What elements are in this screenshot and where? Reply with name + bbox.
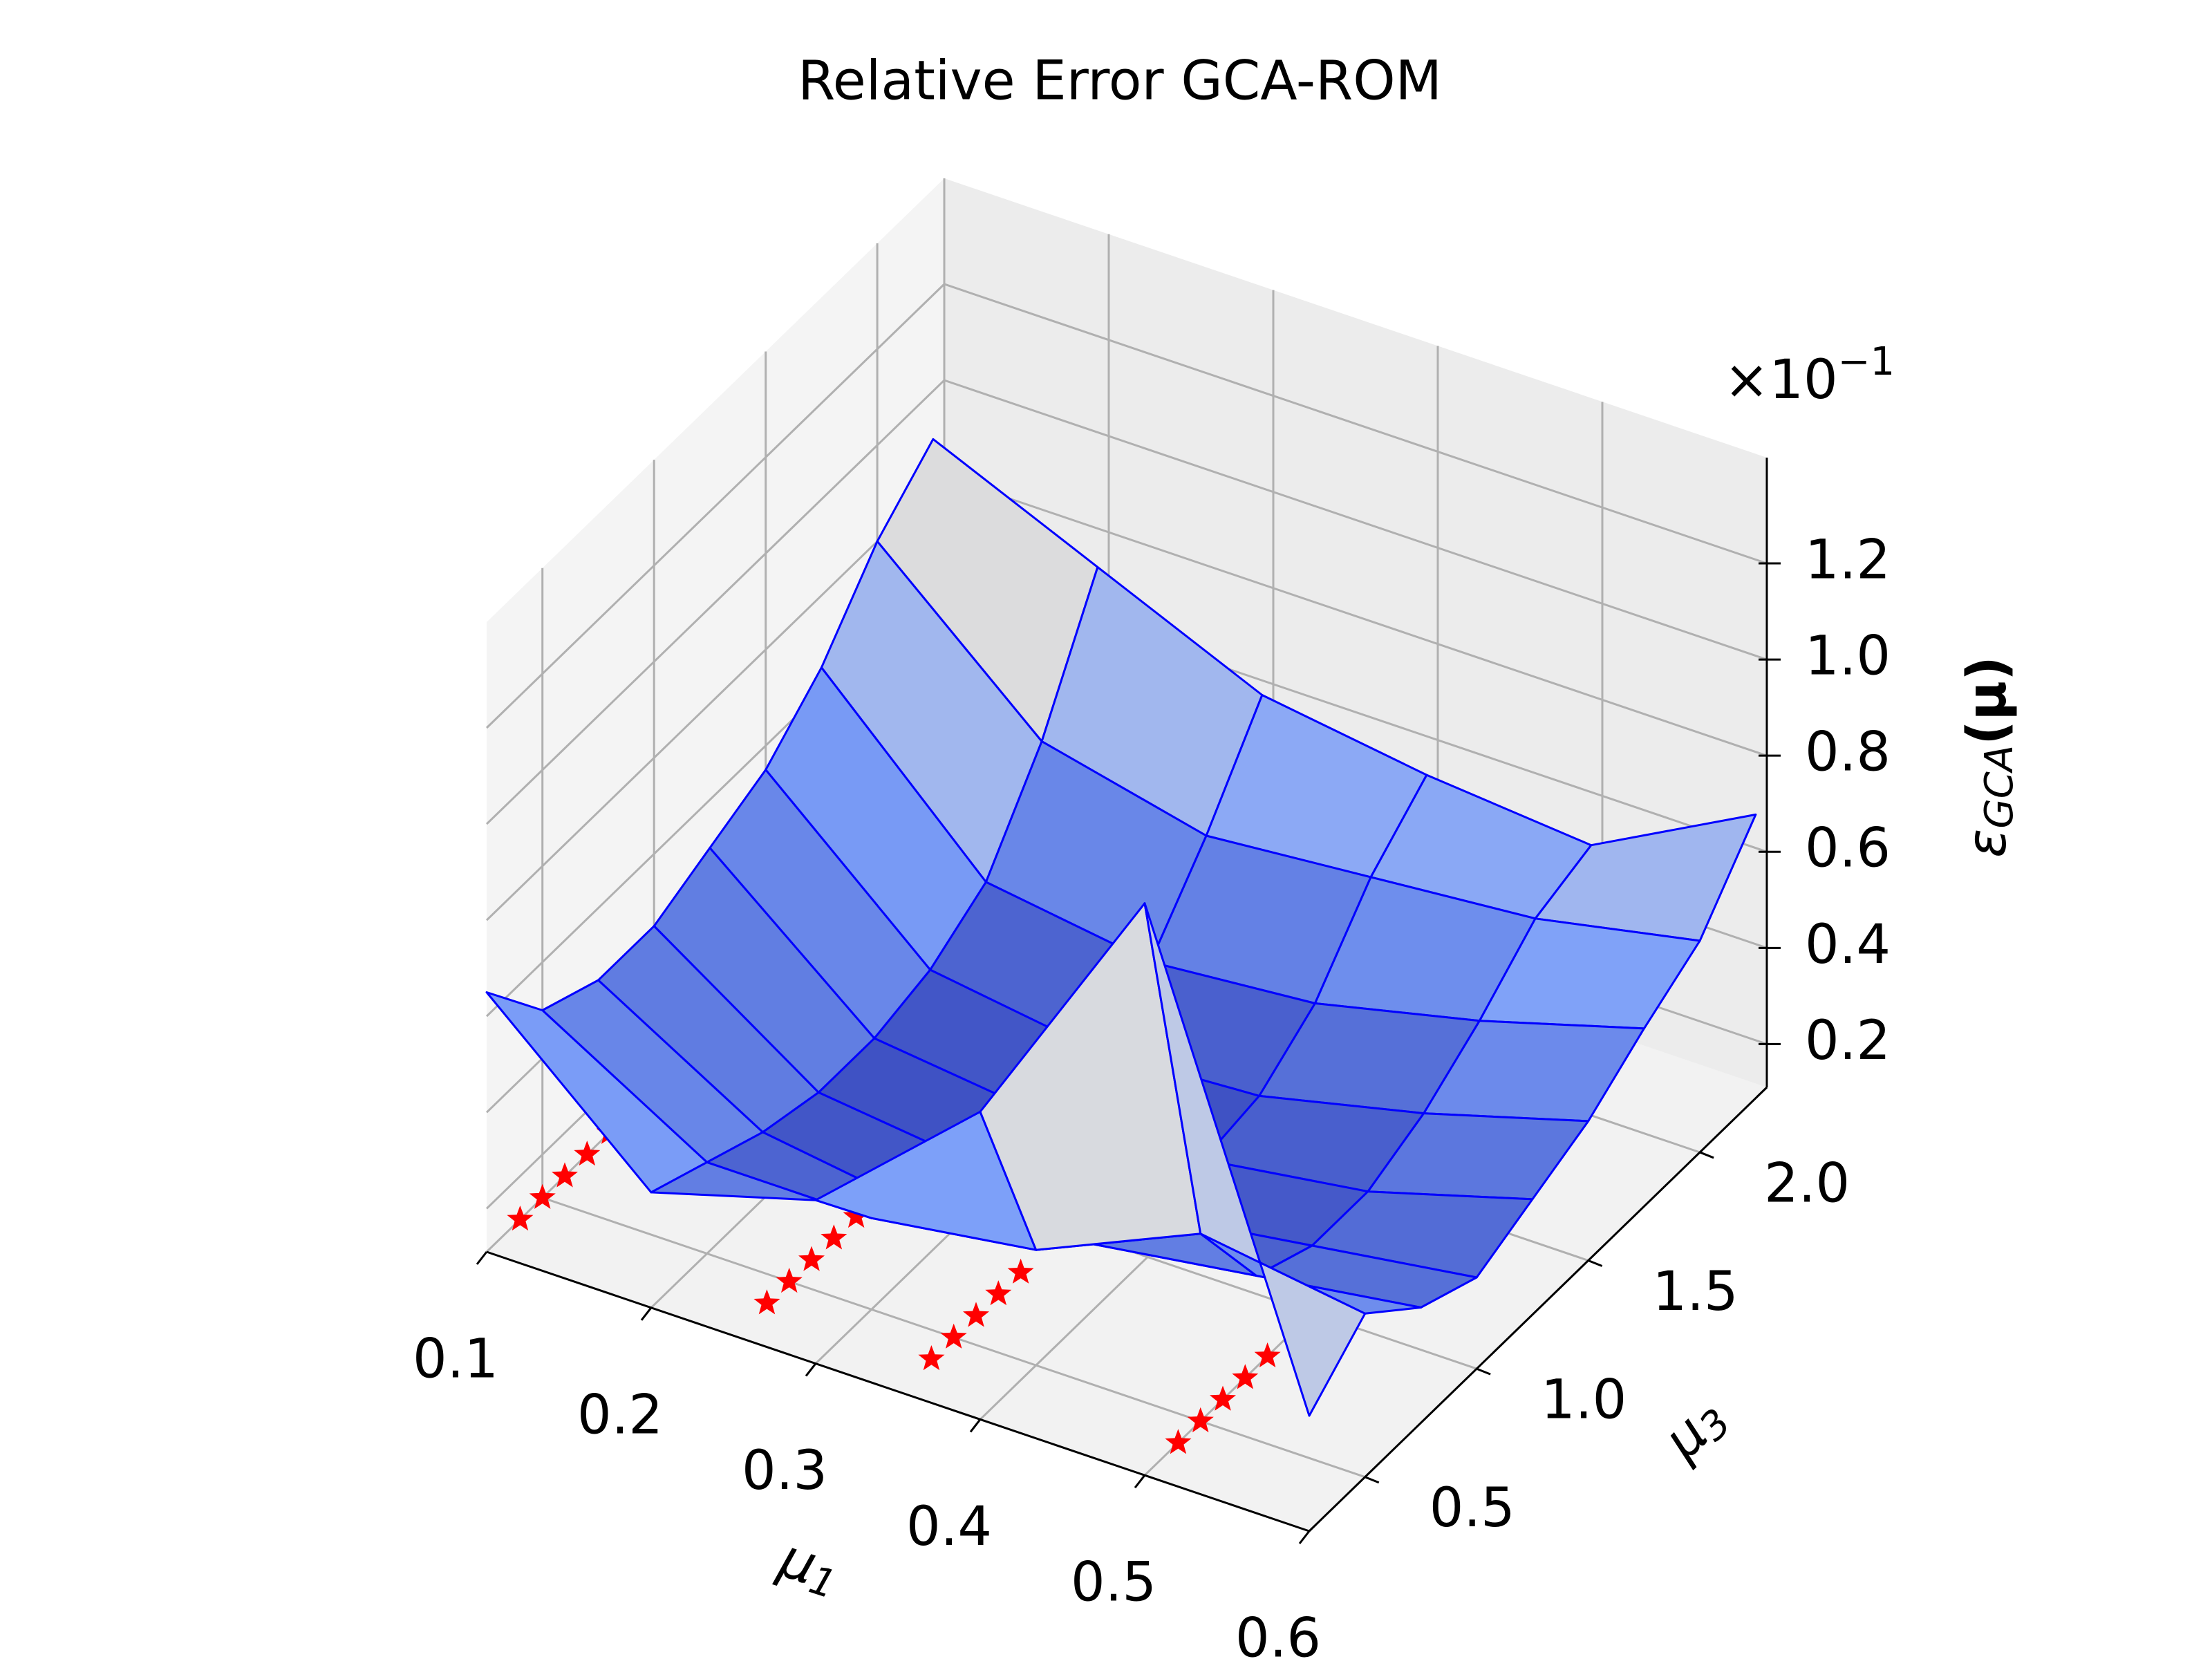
z-axis-label-part: (μ)	[1956, 656, 2018, 745]
x-tick-label: 0.1	[413, 1328, 498, 1390]
y-tick-mark	[1699, 1151, 1714, 1159]
training-point	[1187, 1407, 1214, 1433]
x-axis-line	[486, 1250, 1310, 1533]
y-tick-mark	[1588, 1259, 1603, 1267]
x-tick-mark	[1298, 1530, 1311, 1544]
training-point	[507, 1206, 534, 1231]
z-tick-label: 1.0	[1805, 626, 1891, 688]
grid-line	[485, 379, 1768, 825]
z-axis-label: εGCA(μ)	[1956, 656, 2022, 858]
training-point	[1232, 1364, 1259, 1389]
x-axis-label: μ1	[770, 1527, 847, 1608]
z-tick-label: 0.8	[1805, 722, 1891, 784]
training-point	[843, 1203, 870, 1228]
z-tick-label: 1.2	[1805, 529, 1891, 591]
training-point	[552, 1162, 578, 1188]
x-tick-label: 0.6	[1235, 1607, 1321, 1659]
x-tick-mark	[640, 1306, 653, 1321]
z-offset-text-part: −1	[1838, 339, 1895, 384]
x-tick-label: 0.3	[742, 1440, 827, 1502]
training-point	[798, 1246, 825, 1271]
training-point	[1007, 1258, 1034, 1284]
x-tick-mark	[805, 1362, 817, 1377]
y-tick-mark	[1365, 1476, 1380, 1484]
z-tick-label: 0.4	[1805, 914, 1891, 976]
z-offset-text: ×10−1	[1724, 339, 1895, 411]
z-offset-text-part: ×10	[1724, 349, 1838, 411]
z-tick-label: 0.2	[1805, 1010, 1891, 1072]
surface-face	[1143, 902, 1367, 1417]
training-point	[918, 1345, 945, 1371]
training-point	[574, 1141, 601, 1166]
x-tick-label: 0.5	[1071, 1552, 1156, 1614]
training-point	[940, 1323, 967, 1349]
training-point	[1254, 1342, 1281, 1368]
y-tick-label: 2.0	[1764, 1152, 1850, 1215]
y-tick-label: 1.5	[1653, 1261, 1738, 1323]
x-tick-label: 0.4	[906, 1496, 992, 1558]
z-axis-label-part: ε	[1956, 829, 2018, 858]
y-axis-label: μ3	[1651, 1386, 1740, 1475]
training-point	[985, 1280, 1012, 1306]
chart-title: Relative Error GCA-ROM	[798, 50, 1442, 112]
y-tick-mark	[1476, 1367, 1491, 1376]
z-tick-label: 0.6	[1805, 818, 1891, 880]
training-point	[1210, 1385, 1236, 1411]
x-tick-mark	[476, 1251, 488, 1265]
x-tick-mark	[1134, 1474, 1146, 1489]
training-point	[821, 1224, 847, 1250]
training-point	[963, 1302, 989, 1327]
training-point	[529, 1183, 556, 1209]
y-axis-line	[1308, 1086, 1768, 1533]
x-tick-label: 0.2	[577, 1384, 663, 1446]
x-tick-mark	[969, 1418, 982, 1433]
training-point	[1165, 1429, 1192, 1454]
training-point	[753, 1289, 780, 1315]
training-point	[776, 1267, 803, 1293]
y-tick-label: 0.5	[1430, 1477, 1515, 1539]
y-tick-label: 1.0	[1541, 1369, 1627, 1432]
grid-line	[485, 283, 1768, 729]
z-axis-label-part: GCA	[1977, 745, 2022, 829]
